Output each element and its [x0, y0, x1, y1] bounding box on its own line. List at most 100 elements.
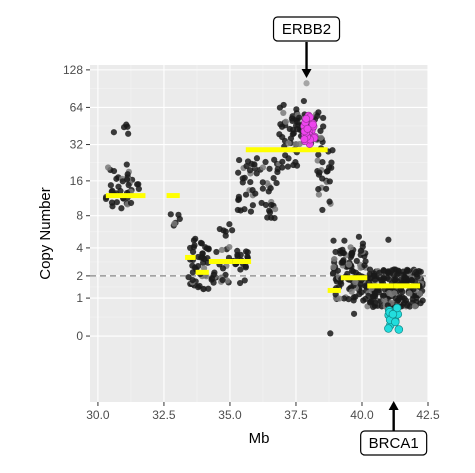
data-point: [266, 165, 273, 172]
brca1-point: [388, 310, 398, 319]
x-tick-label: 40.0: [350, 408, 374, 422]
data-point: [243, 248, 250, 255]
data-point: [328, 164, 335, 171]
data-point: [226, 243, 233, 251]
data-point: [259, 185, 266, 192]
data-point: [289, 130, 296, 138]
data-point: [319, 206, 326, 214]
brca1-point: [384, 324, 393, 333]
y-tick-label: 0: [76, 329, 83, 343]
gene-callouts: ERBB2 BRCA1: [272, 16, 428, 456]
data-point: [323, 185, 330, 192]
data-point: [219, 265, 227, 272]
y-axis-title: Copy Number: [37, 187, 54, 280]
data-point: [348, 288, 355, 295]
data-point: [336, 295, 343, 302]
data-point: [264, 214, 271, 221]
highlighted-gene-points: [300, 111, 404, 334]
data-point: [406, 290, 413, 297]
data-point: [345, 261, 353, 268]
data-point: [392, 276, 399, 283]
data-point: [226, 221, 233, 228]
x-tick-label: 37.5: [284, 408, 308, 422]
data-point: [205, 285, 212, 292]
data-point: [110, 129, 117, 136]
data-point: [409, 296, 416, 303]
data-point: [234, 247, 241, 254]
data-point: [190, 237, 198, 244]
data-point: [270, 175, 277, 182]
data-point: [380, 275, 388, 282]
data-point: [294, 118, 301, 126]
brca1-label-box: [360, 430, 428, 456]
x-tick-label: 35.0: [218, 408, 242, 422]
brca1-point: [391, 317, 400, 327]
data-point: [224, 277, 231, 284]
data-point: [125, 181, 132, 189]
data-point: [176, 215, 183, 223]
data-point: [385, 276, 393, 283]
data-point: [369, 293, 377, 300]
brca1-point: [392, 303, 402, 313]
data-point: [279, 134, 286, 141]
data-point: [210, 271, 217, 278]
data-point: [329, 270, 337, 277]
data-point: [282, 118, 289, 125]
data-point: [268, 201, 275, 209]
data-point: [218, 246, 226, 254]
data-point: [242, 263, 249, 270]
data-point: [127, 199, 135, 207]
data-point: [319, 159, 326, 166]
y-tick-label: 16: [70, 174, 84, 188]
data-point: [380, 292, 387, 299]
data-point: [187, 244, 194, 252]
data-point: [400, 271, 407, 278]
x-tick-label: 42.5: [416, 408, 440, 422]
data-point: [234, 206, 241, 214]
x-tick-label: 32.5: [152, 408, 176, 422]
data-point: [236, 156, 243, 164]
data-point: [239, 175, 246, 182]
data-point: [229, 227, 236, 234]
data-point: [249, 202, 256, 209]
data-point: [271, 215, 278, 222]
plot-panel: [90, 65, 428, 402]
data-point: [319, 175, 326, 182]
data-point: [219, 276, 226, 284]
data-point: [200, 286, 207, 293]
data-point: [262, 158, 269, 166]
data-point: [234, 253, 241, 260]
data-point: [241, 206, 248, 213]
data-point: [109, 187, 116, 194]
data-point: [331, 255, 338, 263]
data-point: [411, 303, 419, 310]
data-point: [326, 198, 333, 205]
data-point: [244, 158, 252, 165]
data-point: [267, 185, 274, 192]
data-point: [328, 159, 335, 166]
data-point: [315, 191, 323, 198]
data-point: [262, 201, 270, 209]
brca1-arrow-head: [388, 401, 399, 410]
data-point: [366, 299, 374, 306]
data-point: [317, 134, 324, 141]
data-point: [135, 185, 142, 192]
data-point: [117, 187, 124, 195]
data-point: [123, 161, 130, 168]
data-points: [102, 80, 426, 337]
data-point: [323, 168, 331, 175]
erbb2-arrow-head: [301, 69, 312, 78]
data-point: [386, 290, 393, 297]
data-point: [320, 123, 327, 130]
data-point: [109, 203, 116, 210]
data-point: [278, 123, 286, 130]
data-point: [274, 166, 281, 173]
data-point: [276, 104, 284, 111]
data-point: [113, 175, 120, 182]
data-point: [222, 228, 229, 235]
data-point: [236, 279, 244, 287]
data-point: [195, 284, 202, 291]
y-tick-label: 2: [76, 269, 83, 283]
data-point: [316, 169, 323, 176]
data-point: [105, 164, 112, 171]
